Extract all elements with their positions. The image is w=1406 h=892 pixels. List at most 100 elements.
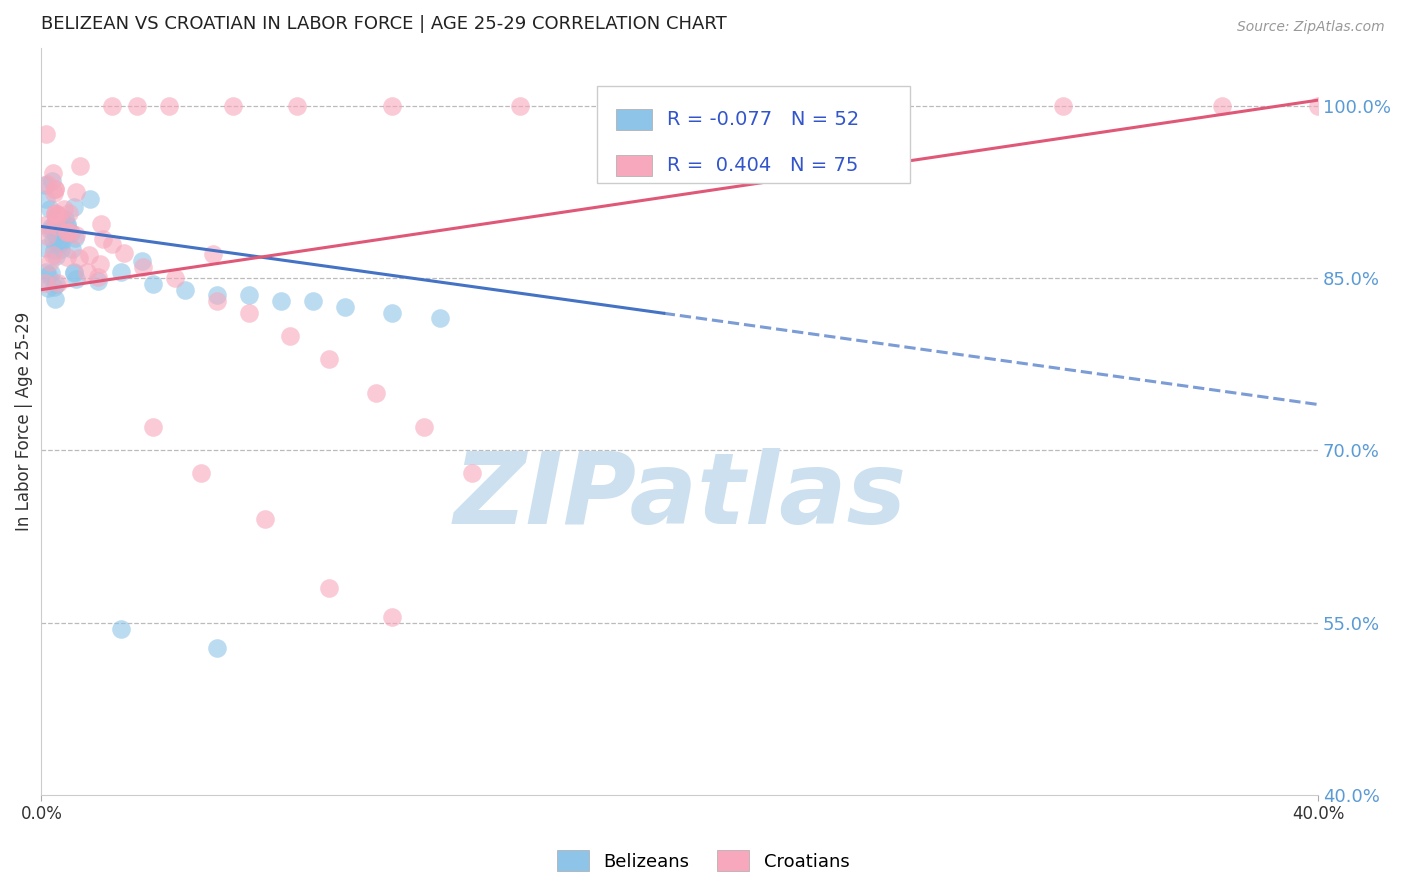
Point bbox=[69, 159, 91, 173]
Point bbox=[381, 305, 404, 319]
Point bbox=[44, 206, 66, 220]
Point bbox=[56, 217, 79, 231]
Point bbox=[333, 300, 356, 314]
Text: R =  0.404   N = 75: R = 0.404 N = 75 bbox=[666, 156, 858, 175]
Point bbox=[35, 193, 58, 207]
Point bbox=[142, 420, 165, 434]
Point bbox=[110, 622, 132, 636]
Point bbox=[205, 640, 228, 655]
Point bbox=[366, 386, 388, 401]
Point bbox=[301, 294, 323, 309]
Point bbox=[45, 214, 67, 228]
Point bbox=[46, 233, 69, 247]
Point bbox=[49, 211, 72, 226]
Point bbox=[509, 99, 531, 113]
Point bbox=[35, 265, 58, 279]
Point bbox=[65, 272, 87, 286]
Point bbox=[190, 467, 212, 481]
Point bbox=[63, 200, 86, 214]
Y-axis label: In Labor Force | Age 25-29: In Labor Force | Age 25-29 bbox=[15, 312, 32, 532]
Point bbox=[60, 243, 83, 257]
Point bbox=[1308, 99, 1330, 113]
Point bbox=[56, 225, 79, 239]
Point bbox=[381, 610, 404, 624]
Point bbox=[87, 269, 110, 284]
Point bbox=[45, 277, 67, 291]
Text: ZIPatlas: ZIPatlas bbox=[453, 448, 907, 545]
Point bbox=[100, 236, 122, 251]
Point bbox=[44, 292, 66, 306]
Point bbox=[91, 232, 114, 246]
Point bbox=[110, 265, 132, 279]
Point bbox=[49, 242, 72, 256]
Point bbox=[39, 219, 62, 234]
Point bbox=[59, 226, 82, 240]
Point bbox=[77, 248, 100, 262]
Point bbox=[132, 260, 155, 274]
Point bbox=[37, 268, 59, 282]
Point bbox=[42, 234, 65, 248]
Point bbox=[44, 209, 66, 223]
Point bbox=[205, 288, 228, 302]
Point bbox=[34, 241, 56, 255]
Point bbox=[56, 225, 79, 239]
Point bbox=[381, 99, 404, 113]
Point bbox=[89, 257, 111, 271]
Point bbox=[35, 229, 58, 244]
Legend: Belizeans, Croatians: Belizeans, Croatians bbox=[550, 843, 856, 879]
Point bbox=[46, 277, 69, 291]
Point bbox=[45, 207, 67, 221]
Point bbox=[45, 249, 67, 263]
Point bbox=[142, 277, 165, 291]
Point bbox=[1211, 99, 1233, 113]
Point bbox=[44, 279, 66, 293]
Point bbox=[59, 225, 82, 239]
Point bbox=[44, 182, 66, 196]
Point bbox=[44, 182, 66, 196]
Text: BELIZEAN VS CROATIAN IN LABOR FORCE | AGE 25-29 CORRELATION CHART: BELIZEAN VS CROATIAN IN LABOR FORCE | AG… bbox=[41, 15, 727, 33]
Point bbox=[222, 99, 245, 113]
Point bbox=[201, 247, 224, 261]
Text: R = -0.077   N = 52: R = -0.077 N = 52 bbox=[666, 111, 859, 129]
Point bbox=[65, 185, 87, 199]
Point bbox=[157, 99, 180, 113]
Point bbox=[127, 99, 149, 113]
Point bbox=[46, 219, 69, 234]
Point bbox=[174, 283, 197, 297]
Point bbox=[42, 243, 65, 257]
Point bbox=[34, 178, 56, 193]
Point bbox=[76, 265, 98, 279]
Point bbox=[39, 266, 62, 280]
Point bbox=[1339, 99, 1361, 113]
Point bbox=[253, 512, 276, 526]
Point bbox=[39, 202, 62, 216]
Point bbox=[278, 328, 301, 343]
Point bbox=[67, 251, 90, 265]
Point bbox=[79, 192, 101, 206]
Point bbox=[42, 166, 65, 180]
Point bbox=[42, 248, 65, 262]
FancyBboxPatch shape bbox=[616, 155, 651, 176]
Point bbox=[35, 127, 58, 141]
Point bbox=[860, 99, 883, 113]
Point bbox=[42, 186, 65, 201]
Point bbox=[48, 236, 70, 251]
Point bbox=[62, 266, 84, 280]
Point bbox=[58, 206, 80, 220]
Point bbox=[318, 351, 340, 366]
Point bbox=[34, 277, 56, 291]
Point bbox=[44, 215, 66, 229]
Point bbox=[56, 219, 79, 234]
Point bbox=[46, 208, 69, 222]
Point bbox=[37, 177, 59, 191]
Point bbox=[90, 217, 112, 231]
Point bbox=[318, 582, 340, 596]
Point bbox=[63, 230, 86, 244]
Point bbox=[238, 305, 260, 319]
Point bbox=[53, 202, 76, 217]
Point bbox=[44, 229, 66, 244]
Point bbox=[1052, 99, 1074, 113]
Point bbox=[55, 211, 77, 226]
Text: Source: ZipAtlas.com: Source: ZipAtlas.com bbox=[1237, 20, 1385, 34]
Point bbox=[165, 271, 187, 285]
